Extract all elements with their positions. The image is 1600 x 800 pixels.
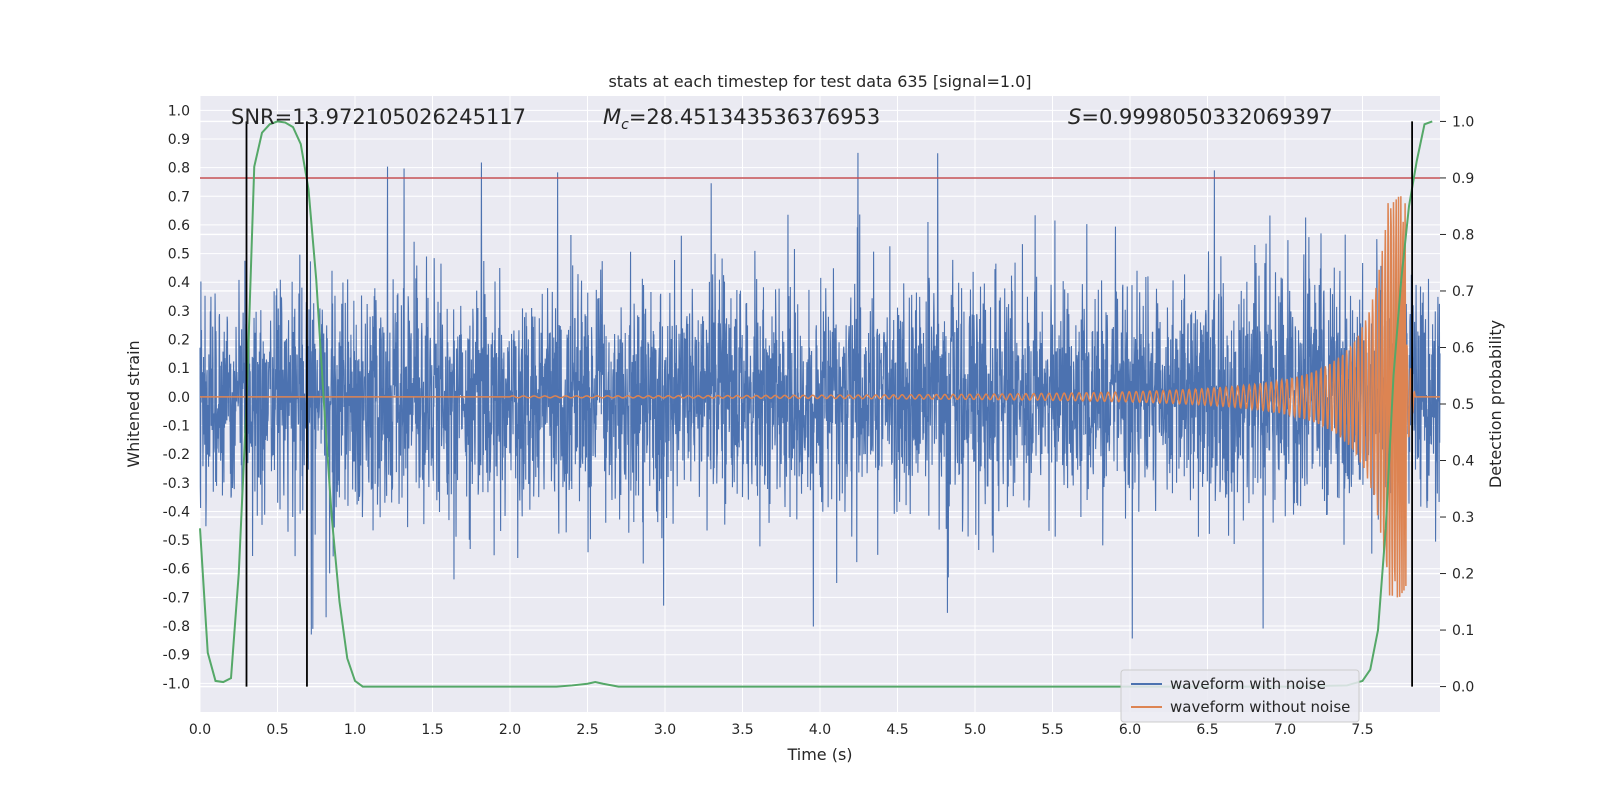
annotation-chirp-mass: Mc=28.451343536376953 — [603, 105, 880, 133]
y-tick-label: 0.5 — [168, 247, 190, 263]
x-tick-label: 0.0 — [189, 722, 211, 738]
x-tick-label: 0.5 — [266, 722, 288, 738]
x-tick-label: 3.5 — [731, 722, 753, 738]
x-tick-label: 4.0 — [809, 722, 831, 738]
y-tick-label: 0.4 — [168, 275, 190, 291]
y-tick-label: 1.0 — [168, 103, 190, 119]
x-tick-label: 5.0 — [964, 722, 986, 738]
mc-symbol: M — [603, 105, 621, 129]
y-right-tick-label: 0.9 — [1452, 171, 1474, 187]
y-tick-label: -0.9 — [163, 648, 190, 664]
y-tick-label: -0.1 — [163, 418, 190, 434]
legend: waveform with noise waveform without noi… — [1120, 669, 1360, 723]
y-tick-label: 0.7 — [168, 189, 190, 205]
y-tick-label: -0.8 — [163, 619, 190, 635]
y-tick-label: -1.0 — [163, 676, 190, 692]
mc-value: =28.451343536376953 — [629, 105, 880, 129]
s-symbol: S — [1068, 105, 1081, 129]
y-tick-label: -0.5 — [163, 533, 190, 549]
x-tick-label: 7.0 — [1274, 722, 1296, 738]
y-axis-ticks: 1.0 0.9 0.8 0.7 0.6 0.5 0.4 0.3 0.2 0.1 0.0 -0.1 -0.… — [163, 103, 190, 692]
y-right-tick-label: 0.6 — [1452, 340, 1474, 356]
annotation-snr: SNR=13.972105026245117 — [231, 105, 526, 129]
y-tick-label: -0.6 — [163, 562, 190, 578]
x-tick-label: 6.5 — [1196, 722, 1218, 738]
y-right-axis-ticks: 1.0 0.9 0.8 0.7 0.6 0.5 0.4 0.3 0.2 0.1 0.0 — [1440, 114, 1474, 696]
mc-subscript: c — [621, 117, 629, 133]
x-tick-label: 1.5 — [421, 722, 443, 738]
clean-line — [200, 196, 1440, 598]
y-axis-label: Whitened strain — [124, 340, 143, 467]
y-right-tick-label: 0.8 — [1452, 227, 1474, 243]
x-tick-label: 2.5 — [576, 722, 598, 738]
series-detection-probability — [199, 120, 1433, 688]
y-tick-label: 0.6 — [168, 218, 190, 234]
y-right-tick-label: 0.3 — [1452, 510, 1474, 526]
y-tick-label: 0.3 — [168, 304, 190, 320]
y-tick-label: 0.9 — [168, 132, 190, 148]
y-right-tick-label: 0.5 — [1452, 397, 1474, 413]
event-lines — [245, 121, 1413, 687]
y-tick-label: -0.2 — [163, 447, 190, 463]
annotation-s: S=0.9998050332069397 — [1068, 105, 1333, 129]
y-tick-label: 0.2 — [168, 333, 190, 349]
y-right-tick-label: 0.4 — [1452, 454, 1474, 470]
x-tick-label: 2.0 — [499, 722, 521, 738]
x-tick-label: 3.0 — [654, 722, 676, 738]
y-right-tick-label: 0.0 — [1452, 680, 1474, 696]
x-axis-ticks: 0.0 0.5 1.0 1.5 2.0 2.5 3.0 3.5 4.0 4.5 5.0 5.5 6.0 6… — [189, 722, 1374, 738]
x-tick-label: 5.5 — [1041, 722, 1063, 738]
y-right-tick-label: 0.2 — [1452, 567, 1474, 583]
y-right-tick-label: 0.1 — [1452, 623, 1474, 639]
x-tick-label: 6.0 — [1119, 722, 1141, 738]
chart-title: stats at each timestep for test data 635… — [608, 72, 1031, 91]
y-right-tick-label: 0.7 — [1452, 284, 1474, 300]
legend-clean-label: waveform without noise — [1170, 698, 1350, 716]
y-tick-label: 0.0 — [168, 390, 190, 406]
y-tick-label: -0.3 — [163, 476, 190, 492]
y-tick-label: 0.8 — [168, 161, 190, 177]
s-value: =0.9998050332069397 — [1081, 105, 1332, 129]
series-waveform-without-noise — [200, 196, 1440, 598]
y-right-tick-label: 1.0 — [1452, 114, 1474, 130]
y-right-axis-label: Detection probability — [1486, 320, 1505, 488]
y-tick-label: -0.7 — [163, 590, 190, 606]
x-tick-label: 4.5 — [886, 722, 908, 738]
probability-line — [199, 120, 1433, 688]
x-tick-label: 7.5 — [1351, 722, 1373, 738]
y-tick-label: -0.4 — [163, 504, 190, 520]
x-axis-label: Time (s) — [786, 745, 852, 764]
y-tick-label: 0.1 — [168, 361, 190, 377]
legend-noise-label: waveform with noise — [1170, 675, 1326, 693]
x-tick-label: 1.0 — [344, 722, 366, 738]
legend-box — [1120, 669, 1360, 723]
